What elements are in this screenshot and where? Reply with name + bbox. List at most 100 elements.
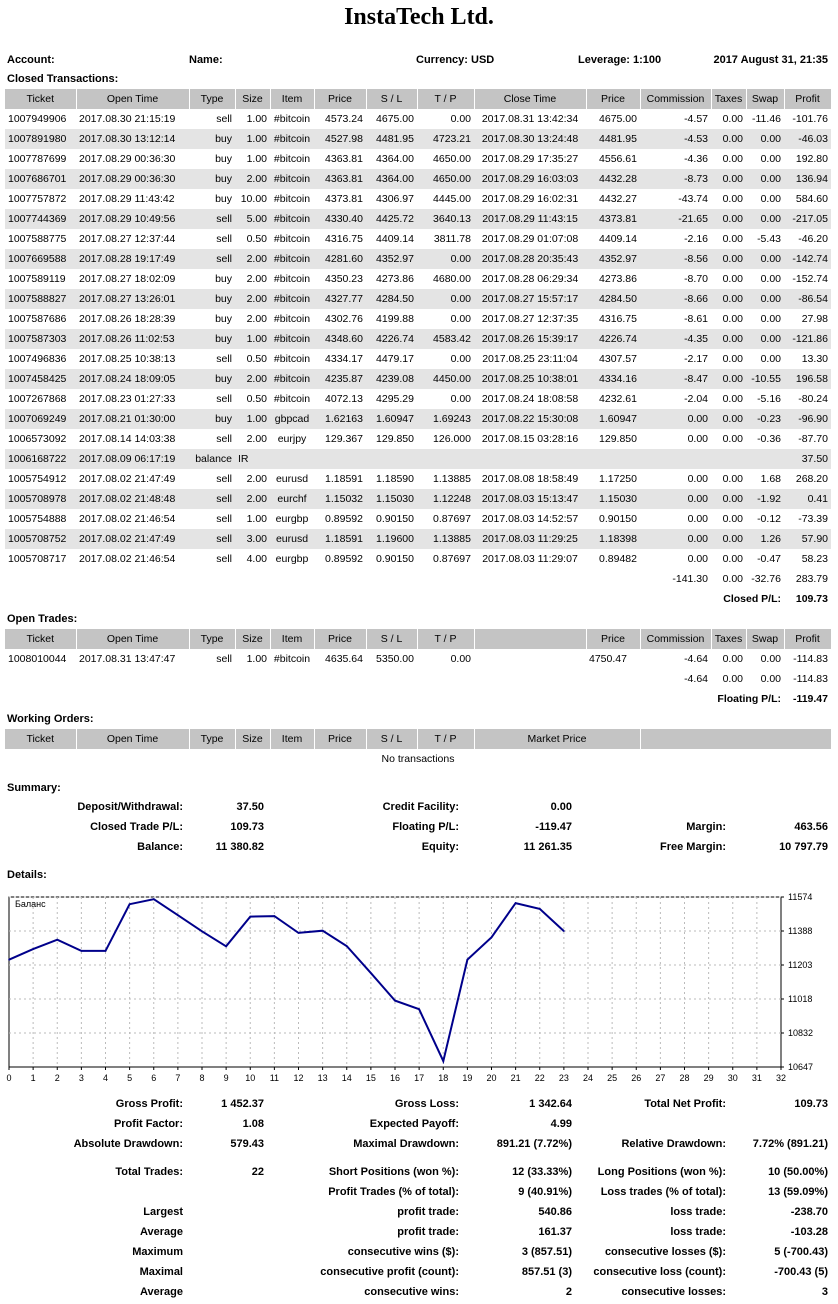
balance-point	[152, 898, 155, 901]
table-cell: 4350.23	[325, 273, 363, 285]
table-cell: 1007496836	[8, 353, 67, 365]
table-cell: 2017.08.24 18:08:58	[481, 393, 579, 405]
table-cell: 2.00	[235, 489, 270, 509]
table-cell: 0.00	[450, 113, 471, 125]
table-cell: buy	[189, 289, 235, 309]
table-cell: 1.15030	[586, 489, 640, 509]
table-cell: 2.00	[246, 433, 267, 445]
table-cell: 4432.27	[599, 193, 637, 205]
table-cell	[5, 669, 640, 689]
table-cell: 2017.08.24 18:09:05	[76, 369, 189, 389]
table-cell: buy	[215, 273, 232, 285]
stat-label: Total Net Profit:	[644, 1098, 726, 1110]
table-cell: 2017.08.09 06:17:19	[76, 449, 189, 469]
table-cell: #bitcoin	[270, 129, 314, 149]
trade-stat-label: Loss trades (% of total):	[600, 1186, 726, 1198]
table-cell: 1.68	[760, 473, 781, 485]
table-cell: 1.00	[246, 153, 267, 165]
table-cell: 1.18591	[325, 473, 363, 485]
table-cell: 0.00	[687, 433, 708, 445]
trade-stat-value: -700.43 (5)	[774, 1266, 828, 1278]
table-cell: 2017.08.03 11:29:25	[474, 529, 586, 549]
trade-stat-label: consecutive losses:	[621, 1286, 726, 1298]
column-header: T / P	[417, 89, 475, 109]
table-cell: 2017.08.29 11:43:42	[79, 193, 175, 205]
details-stats: Gross Profit: 1 452.37 Gross Loss: 1 342.64…	[0, 1098, 838, 1298]
trade-stat-value: 2	[565, 1286, 572, 1298]
stat-label: Maximal Drawdown:	[353, 1138, 459, 1150]
table-cell: 2017.08.29 16:03:03	[474, 169, 586, 189]
table-cell: 0.00	[760, 273, 781, 285]
table-cell: #bitcoin	[273, 353, 311, 365]
stat-label: Gross Profit:	[115, 1098, 183, 1110]
table-cell: 2017.08.29 16:02:31	[481, 193, 579, 205]
x-tick-label: 13	[318, 1073, 328, 1083]
trade-stat-label: consecutive losses ($):	[604, 1246, 726, 1258]
table-cell: 4.00	[246, 553, 267, 565]
table-cell: 0.00	[722, 153, 743, 165]
details-title: Details:	[7, 869, 47, 881]
table-cell: 4330.40	[314, 209, 366, 229]
pl-row: Closed P/L: 109.73	[5, 589, 831, 609]
stat-value: 1.08	[242, 1118, 264, 1130]
table-cell: 2.00	[235, 169, 270, 189]
floating-pl-label: Floating P/L:	[392, 821, 459, 833]
table-cell: #bitcoin	[270, 329, 314, 349]
table-row: 1005754888 2017.08.02 21:46:54 sell 1.00 eur…	[5, 509, 831, 529]
table-cell: 5.00	[235, 209, 270, 229]
table-cell: 0.00	[711, 249, 746, 269]
total-commission: -4.64	[684, 673, 708, 685]
column-header: Price	[586, 629, 641, 649]
table-cell: eurjpy	[277, 433, 307, 445]
empty-row: No transactions	[5, 749, 831, 769]
table-cell: 4450.00	[417, 369, 474, 389]
table-cell: 0.00	[711, 209, 746, 229]
trade-stat-label: profit trade:	[397, 1226, 459, 1238]
table-cell: sell	[189, 529, 235, 549]
table-cell: #bitcoin	[273, 313, 311, 325]
table-cell: 4232.61	[599, 393, 637, 405]
table-row: 1005708752 2017.08.02 21:47:49 sell 3.00 eur…	[5, 529, 831, 549]
table-cell: -86.54	[784, 289, 831, 309]
table-cell: 0.00	[722, 393, 743, 405]
table-cell: 129.850	[376, 433, 414, 445]
table-cell: 1.18590	[376, 473, 414, 485]
column-header: Item	[270, 729, 315, 749]
table-row: 1007949906 2017.08.30 21:15:19 sell 1.00 #bi…	[5, 109, 831, 129]
balance-point	[201, 930, 203, 933]
table-cell: 37.50	[784, 449, 831, 469]
totals-row: -4.64 0.00 0.00 -114.83	[5, 669, 831, 689]
table-cell: #bitcoin	[273, 653, 311, 665]
total-taxes: 0.00	[722, 673, 743, 685]
table-cell: 0.00	[640, 489, 711, 509]
table-cell: 0.00	[450, 653, 471, 665]
table-cell: 2017.08.29 11:43:15	[474, 209, 586, 229]
table-row: 1006573092 2017.08.14 14:03:38 sell 2.00 eur…	[5, 429, 831, 449]
column-header: S / L	[366, 729, 418, 749]
column-header: Commission	[640, 629, 712, 649]
trade-stat-label: loss trade:	[670, 1226, 726, 1238]
column-header: Item	[270, 629, 315, 649]
table-cell: 0.90150	[599, 513, 637, 525]
trade-stat-label: profit trade:	[397, 1206, 459, 1218]
table-cell: 1007587686	[8, 313, 67, 325]
table-cell: 0.87697	[433, 513, 471, 525]
table-cell: 1.13885	[417, 529, 474, 549]
stat-value: 7.72% (891.21)	[752, 1138, 828, 1150]
total-commission: -141.30	[672, 573, 708, 585]
table-row: 1007587686 2017.08.26 18:28:39 buy 2.00 #bit…	[5, 309, 831, 329]
table-cell: 4723.21	[417, 129, 474, 149]
table-cell: 4650.00	[417, 169, 474, 189]
table-cell: 1.00	[246, 513, 267, 525]
table-cell: 0.00	[640, 409, 711, 429]
x-tick-label: 7	[175, 1073, 180, 1083]
table-cell: 2017.08.26 18:28:39	[79, 313, 176, 325]
table-cell: 1.69243	[417, 409, 474, 429]
x-tick-label: 4	[103, 1073, 108, 1083]
table-cell: 4373.81	[325, 193, 363, 205]
table-cell: 4445.00	[433, 193, 471, 205]
totals-row: -141.30 0.00 -32.76 283.79	[5, 569, 831, 589]
column-header: Open Time	[76, 729, 190, 749]
table-cell: -0.47	[757, 553, 781, 565]
